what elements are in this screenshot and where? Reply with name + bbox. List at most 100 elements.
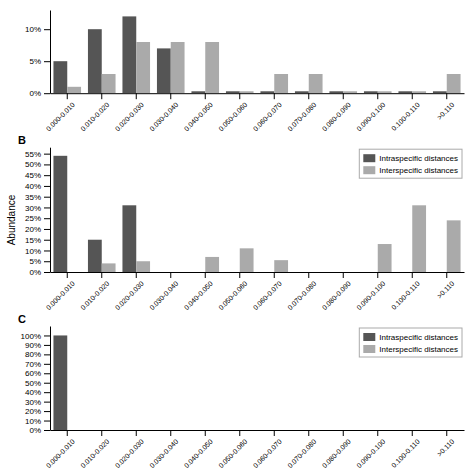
tick: 25% (25, 214, 50, 223)
bar (191, 430, 205, 431)
tick-mark (44, 354, 50, 355)
tick-mark (136, 93, 137, 99)
tick: 0.050-0.060 (217, 430, 248, 469)
tick: 0.100-0.110 (390, 93, 421, 132)
bar (88, 29, 102, 93)
bar (122, 205, 136, 272)
tick: 0.080-0.090 (321, 430, 352, 469)
tick-label: 0.080-0.090 (321, 438, 352, 469)
tick-mark (170, 430, 171, 436)
bars (53, 335, 67, 430)
tick: 20% (25, 225, 50, 234)
tick-label: 0.100-0.110 (390, 280, 421, 311)
bar (260, 272, 274, 273)
bar (295, 91, 309, 93)
bar (136, 261, 150, 272)
bar (274, 260, 288, 272)
legend-frame (359, 149, 462, 178)
bar (240, 91, 254, 93)
tick-label: 0.030-0.040 (148, 438, 179, 469)
tick-label: 0.000-0.010 (45, 101, 76, 132)
tick-label: 0.020-0.030 (114, 438, 145, 469)
tick-label: 0.010-0.020 (79, 280, 110, 311)
tick-label: 0.010-0.020 (79, 101, 110, 132)
tick-mark (44, 229, 50, 230)
bar (102, 430, 116, 431)
series (53, 335, 67, 430)
tick: 0.030-0.040 (148, 430, 179, 469)
legend-swatch (363, 333, 375, 341)
tick-mark (44, 345, 50, 346)
tick-mark (274, 93, 275, 99)
tick-label: 25% (25, 214, 41, 223)
tick: 0.030-0.040 (148, 93, 179, 132)
tick-label: 60% (25, 369, 41, 378)
bar (67, 430, 81, 431)
tick-mark (44, 186, 50, 187)
tick-mark (412, 272, 413, 278)
bar (378, 430, 392, 431)
tick-label: 5% (29, 57, 41, 66)
tick-mark (44, 175, 50, 176)
tick-label: 10% (25, 417, 41, 426)
tick-mark (377, 430, 378, 436)
tick: 5% (29, 57, 50, 66)
tick-mark (44, 430, 50, 431)
tick-label: 90% (25, 341, 41, 350)
tick: 0.100-0.110 (390, 272, 421, 311)
legend-swatch (363, 154, 375, 162)
tick: 0.060-0.070 (252, 272, 283, 311)
tick: >0.110 (436, 430, 456, 458)
tick-mark (377, 272, 378, 278)
tick-label: 0.070-0.080 (286, 438, 317, 469)
tick-mark (412, 430, 413, 436)
legend-label: Interspecific distances (379, 345, 458, 354)
tick: 45% (25, 171, 50, 180)
bars (53, 16, 460, 93)
tick-label: 35% (25, 193, 41, 202)
tick: 0.010-0.020 (79, 272, 110, 311)
tick-mark (44, 392, 50, 393)
tick: 0.000-0.010 (45, 430, 76, 469)
panel: 0%10%20%30%40%50%60%70%80%90%100%0.000-0… (18, 313, 465, 469)
legend-item: Interspecific distances (363, 166, 458, 175)
tick: 55% (25, 150, 50, 159)
tick-mark (67, 93, 68, 99)
tick-label: 0.060-0.070 (252, 280, 283, 311)
tick-mark (446, 93, 447, 99)
bar (378, 244, 392, 272)
tick-mark (308, 272, 309, 278)
tick-label: 0.100-0.110 (390, 101, 421, 132)
tick: 0.090-0.100 (355, 93, 386, 132)
y-axis-label: Abundance (6, 194, 17, 245)
bar (447, 220, 461, 272)
tick-label: 0.030-0.040 (148, 101, 179, 132)
bar (88, 430, 102, 431)
tick-label: 55% (25, 150, 41, 159)
tick-label: 0.060-0.070 (252, 438, 283, 469)
tick: 0% (29, 426, 50, 435)
x-axis: 0.000-0.0100.010-0.0200.020-0.0300.030-0… (45, 272, 465, 311)
tick-label: 5% (29, 257, 41, 266)
x-axis: 0.000-0.0100.010-0.0200.020-0.0300.030-0… (45, 430, 465, 469)
tick-label: 0.050-0.060 (217, 101, 248, 132)
x-axis: 0.000-0.0100.010-0.0200.020-0.0300.030-0… (45, 93, 465, 132)
tick: 0.070-0.080 (286, 430, 317, 469)
bar (226, 272, 240, 273)
tick-mark (101, 93, 102, 99)
chart: 0%5%10%0.000-0.0100.010-0.0200.020-0.030… (0, 0, 474, 474)
tick: 80% (25, 350, 50, 359)
tick: 50% (25, 379, 50, 388)
bar (412, 205, 426, 272)
bar (378, 91, 392, 93)
bar (191, 91, 205, 93)
tick-label: 0.030-0.040 (148, 280, 179, 311)
tick-label: 0.040-0.050 (183, 101, 214, 132)
tick-mark (44, 61, 50, 62)
tick: 0.000-0.010 (45, 93, 76, 132)
bar (102, 74, 116, 93)
bar (398, 91, 412, 93)
bar (260, 91, 274, 93)
tick-label: 40% (25, 182, 41, 191)
tick: 0.040-0.050 (183, 93, 214, 132)
